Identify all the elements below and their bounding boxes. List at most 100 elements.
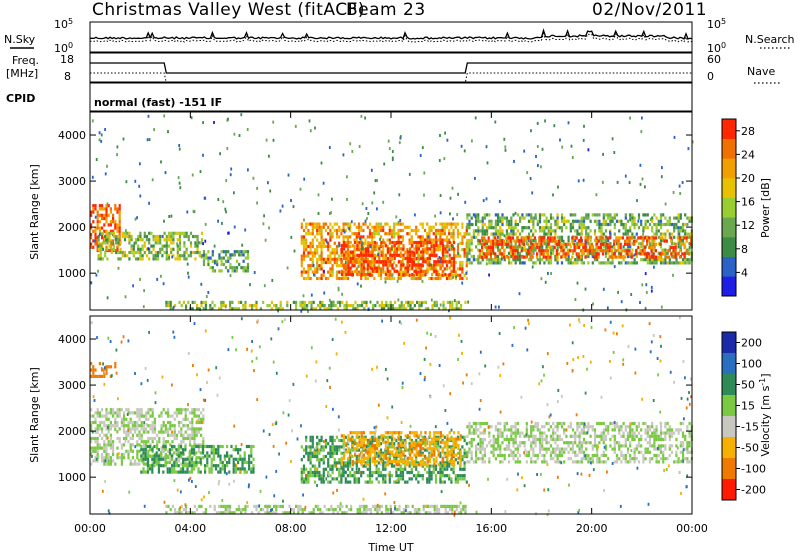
heatmap-cell: [626, 219, 630, 223]
heatmap-cell: [483, 239, 486, 243]
heatmap-cell: [446, 240, 449, 245]
heatmap-cell: [316, 276, 319, 281]
heatmap-cell: [532, 226, 535, 230]
y-tick-label: 4000: [58, 129, 86, 142]
heatmap-cell: [148, 138, 151, 142]
heatmap-cell: [435, 244, 438, 248]
heatmap-cell: [653, 232, 656, 236]
heatmap-cell: [142, 470, 145, 474]
heatmap-cell: [580, 229, 583, 233]
heatmap-cell: [512, 258, 515, 262]
heatmap-cell: [622, 232, 625, 236]
heatmap-cell: [213, 261, 216, 265]
heatmap-cell: [633, 235, 636, 239]
heatmap-cell: [152, 238, 155, 242]
heatmap-cell: [234, 457, 237, 461]
heatmap-cell: [316, 260, 319, 265]
heatmap-cell: [674, 242, 677, 246]
heatmap-cell: [311, 228, 314, 233]
heatmap-cell: [388, 445, 391, 449]
heatmap-cell: [230, 167, 233, 171]
heatmap-cell: [232, 470, 235, 474]
heatmap-cell: [443, 267, 446, 271]
heatmap-cell: [478, 252, 481, 256]
heatmap-cell: [479, 242, 482, 246]
heatmap-cell: [344, 254, 347, 258]
heatmap-cell: [648, 239, 651, 243]
heatmap-cell: [96, 436, 99, 441]
heatmap-cell: [477, 248, 480, 252]
heatmap-cell: [527, 242, 530, 246]
heatmap-cell: [477, 232, 480, 236]
heatmap-cell: [176, 254, 179, 258]
heatmap-cell: [147, 417, 150, 421]
heatmap-cell: [109, 424, 112, 428]
heatmap-cell: [651, 226, 654, 230]
heatmap-cell: [294, 124, 297, 128]
heatmap-cell: [244, 304, 247, 308]
heatmap-cell: [387, 250, 390, 254]
heatmap-cell: [242, 253, 245, 257]
heatmap-cell: [566, 242, 569, 246]
heatmap-cell: [256, 201, 258, 205]
heatmap-cell: [364, 448, 367, 452]
heatmap-cell: [514, 222, 517, 227]
heatmap-cell: [110, 240, 113, 244]
heatmap-cell: [420, 269, 423, 273]
heatmap-cell: [199, 170, 202, 174]
heatmap-cell: [127, 424, 130, 428]
heatmap-cell: [353, 251, 356, 255]
heatmap-cell: [300, 474, 303, 478]
heatmap-cell: [305, 480, 308, 484]
heatmap-cell: [368, 464, 372, 468]
heatmap-cell: [145, 254, 149, 258]
heatmap-cell: [349, 480, 352, 484]
heatmap-cell: [576, 242, 579, 246]
heatmap-cell: [170, 247, 173, 251]
heatmap-cell: [116, 223, 119, 227]
heatmap-cell: [177, 444, 180, 449]
heatmap-cell: [577, 245, 580, 250]
heatmap-cell: [492, 226, 495, 230]
heatmap-cell: [200, 411, 203, 415]
heatmap-cell: [134, 257, 138, 261]
heatmap-cell: [302, 467, 306, 471]
heatmap-cell: [230, 454, 233, 458]
heatmap-cell: [369, 453, 372, 457]
heatmap-cell: [659, 242, 662, 246]
heatmap-cell: [380, 240, 383, 245]
heatmap-cell: [98, 229, 101, 233]
heatmap-cell: [367, 240, 370, 245]
heatmap-cell: [369, 266, 372, 270]
heatmap-cell: [527, 252, 530, 256]
heatmap-cell: [405, 300, 408, 304]
heatmap-cell: [166, 460, 169, 465]
heatmap-cell: [578, 258, 581, 262]
heatmap-cell: [159, 247, 162, 251]
heatmap-cell: [565, 226, 568, 230]
heatmap-cell: [338, 470, 341, 475]
heatmap-cell: [665, 239, 668, 243]
heatmap-cell: [461, 238, 464, 242]
heatmap-cell: [375, 467, 378, 471]
heatmap-cell: [688, 216, 691, 220]
heatmap-cell: [175, 457, 178, 461]
heatmap-cell: [522, 242, 525, 246]
heatmap-cell: [246, 262, 250, 267]
heatmap-cell: [316, 448, 319, 452]
heatmap-cell: [253, 304, 256, 308]
heatmap-cell: [252, 444, 255, 449]
heatmap-cell: [399, 448, 402, 452]
heatmap-cell: [118, 223, 121, 227]
heatmap-cell: [344, 461, 347, 465]
heatmap-cell: [318, 474, 321, 478]
heatmap-cell: [360, 247, 363, 251]
heatmap-cell: [125, 229, 127, 233]
heatmap-cell: [351, 244, 354, 248]
heatmap-cell: [139, 247, 142, 251]
heatmap-cell: [248, 464, 251, 468]
heatmap-cell: [316, 267, 319, 271]
heatmap-cell: [365, 304, 368, 308]
heatmap-cell: [342, 270, 345, 274]
heatmap-cell: [442, 247, 445, 251]
